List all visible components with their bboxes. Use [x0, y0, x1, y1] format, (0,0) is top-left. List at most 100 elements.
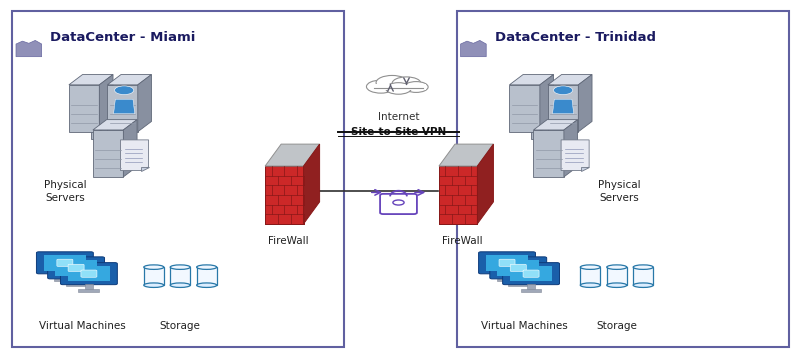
- Bar: [72, 278, 80, 284]
- Circle shape: [376, 75, 408, 90]
- Polygon shape: [99, 74, 113, 132]
- Polygon shape: [114, 99, 135, 114]
- Bar: [503, 273, 512, 279]
- Polygon shape: [439, 166, 477, 224]
- Ellipse shape: [607, 265, 627, 269]
- Ellipse shape: [144, 265, 163, 269]
- Bar: [43, 255, 86, 271]
- Ellipse shape: [634, 283, 654, 287]
- Polygon shape: [509, 85, 540, 132]
- Bar: [514, 278, 523, 284]
- FancyBboxPatch shape: [380, 194, 417, 214]
- FancyBboxPatch shape: [68, 264, 84, 271]
- Polygon shape: [123, 119, 137, 177]
- Circle shape: [553, 86, 573, 95]
- Ellipse shape: [607, 283, 627, 287]
- FancyBboxPatch shape: [57, 259, 73, 266]
- Polygon shape: [265, 144, 320, 166]
- Polygon shape: [304, 144, 320, 224]
- Polygon shape: [107, 85, 138, 132]
- Polygon shape: [93, 119, 137, 130]
- Bar: [580, 267, 601, 285]
- Text: Virtual Machines: Virtual Machines: [481, 321, 568, 331]
- Bar: [84, 284, 93, 290]
- Bar: [508, 284, 529, 286]
- Circle shape: [404, 82, 428, 92]
- FancyBboxPatch shape: [523, 270, 539, 277]
- Polygon shape: [531, 114, 564, 121]
- Text: FireWall: FireWall: [442, 236, 482, 247]
- Polygon shape: [265, 166, 304, 224]
- FancyBboxPatch shape: [479, 252, 536, 274]
- Polygon shape: [533, 119, 578, 130]
- Polygon shape: [141, 167, 149, 171]
- Bar: [66, 284, 87, 286]
- Polygon shape: [439, 144, 493, 166]
- Bar: [197, 267, 216, 285]
- Ellipse shape: [197, 283, 216, 287]
- Polygon shape: [561, 140, 589, 171]
- Polygon shape: [69, 74, 113, 85]
- Polygon shape: [553, 114, 564, 139]
- Circle shape: [392, 77, 421, 90]
- Ellipse shape: [580, 283, 601, 287]
- Text: Virtual Machines: Virtual Machines: [39, 321, 126, 331]
- Text: Storage: Storage: [159, 321, 201, 331]
- Circle shape: [392, 200, 405, 205]
- Bar: [78, 290, 99, 292]
- FancyBboxPatch shape: [490, 257, 547, 279]
- Polygon shape: [91, 121, 113, 139]
- Bar: [372, 84, 426, 90]
- Circle shape: [115, 86, 134, 95]
- Polygon shape: [553, 99, 574, 114]
- Bar: [60, 273, 69, 279]
- Circle shape: [386, 83, 412, 94]
- FancyBboxPatch shape: [499, 259, 515, 266]
- Ellipse shape: [171, 283, 191, 287]
- Bar: [634, 267, 654, 285]
- Text: DataCenter - Trinidad: DataCenter - Trinidad: [495, 31, 656, 44]
- Polygon shape: [582, 167, 589, 171]
- Polygon shape: [548, 85, 578, 132]
- Polygon shape: [91, 114, 123, 121]
- Polygon shape: [531, 121, 553, 139]
- Text: DataCenter - Miami: DataCenter - Miami: [50, 31, 195, 44]
- Text: Storage: Storage: [596, 321, 638, 331]
- Bar: [171, 267, 191, 285]
- Bar: [607, 267, 627, 285]
- Bar: [144, 267, 163, 285]
- Polygon shape: [578, 74, 592, 132]
- FancyBboxPatch shape: [81, 270, 97, 277]
- Bar: [510, 266, 553, 282]
- Bar: [54, 279, 75, 281]
- Ellipse shape: [580, 265, 601, 269]
- Bar: [497, 279, 517, 281]
- Text: Physical
Servers: Physical Servers: [598, 180, 641, 203]
- Bar: [54, 260, 98, 276]
- Polygon shape: [461, 40, 486, 57]
- Polygon shape: [564, 119, 578, 177]
- FancyBboxPatch shape: [503, 263, 560, 284]
- Polygon shape: [533, 130, 564, 177]
- Text: Site-to-Site VPN: Site-to-Site VPN: [351, 127, 446, 137]
- Polygon shape: [477, 144, 493, 224]
- Polygon shape: [121, 140, 149, 171]
- Polygon shape: [16, 40, 42, 57]
- Text: Internet: Internet: [378, 112, 419, 122]
- Polygon shape: [138, 74, 151, 132]
- FancyBboxPatch shape: [510, 264, 526, 271]
- Polygon shape: [93, 130, 123, 177]
- Ellipse shape: [197, 265, 216, 269]
- Circle shape: [366, 80, 396, 93]
- FancyBboxPatch shape: [12, 11, 344, 347]
- Ellipse shape: [634, 265, 654, 269]
- Polygon shape: [107, 74, 151, 85]
- Polygon shape: [540, 74, 553, 132]
- FancyBboxPatch shape: [60, 263, 117, 284]
- Bar: [497, 260, 540, 276]
- Polygon shape: [113, 114, 123, 139]
- Bar: [485, 255, 529, 271]
- Polygon shape: [69, 85, 99, 132]
- Bar: [521, 290, 541, 292]
- FancyBboxPatch shape: [36, 252, 93, 274]
